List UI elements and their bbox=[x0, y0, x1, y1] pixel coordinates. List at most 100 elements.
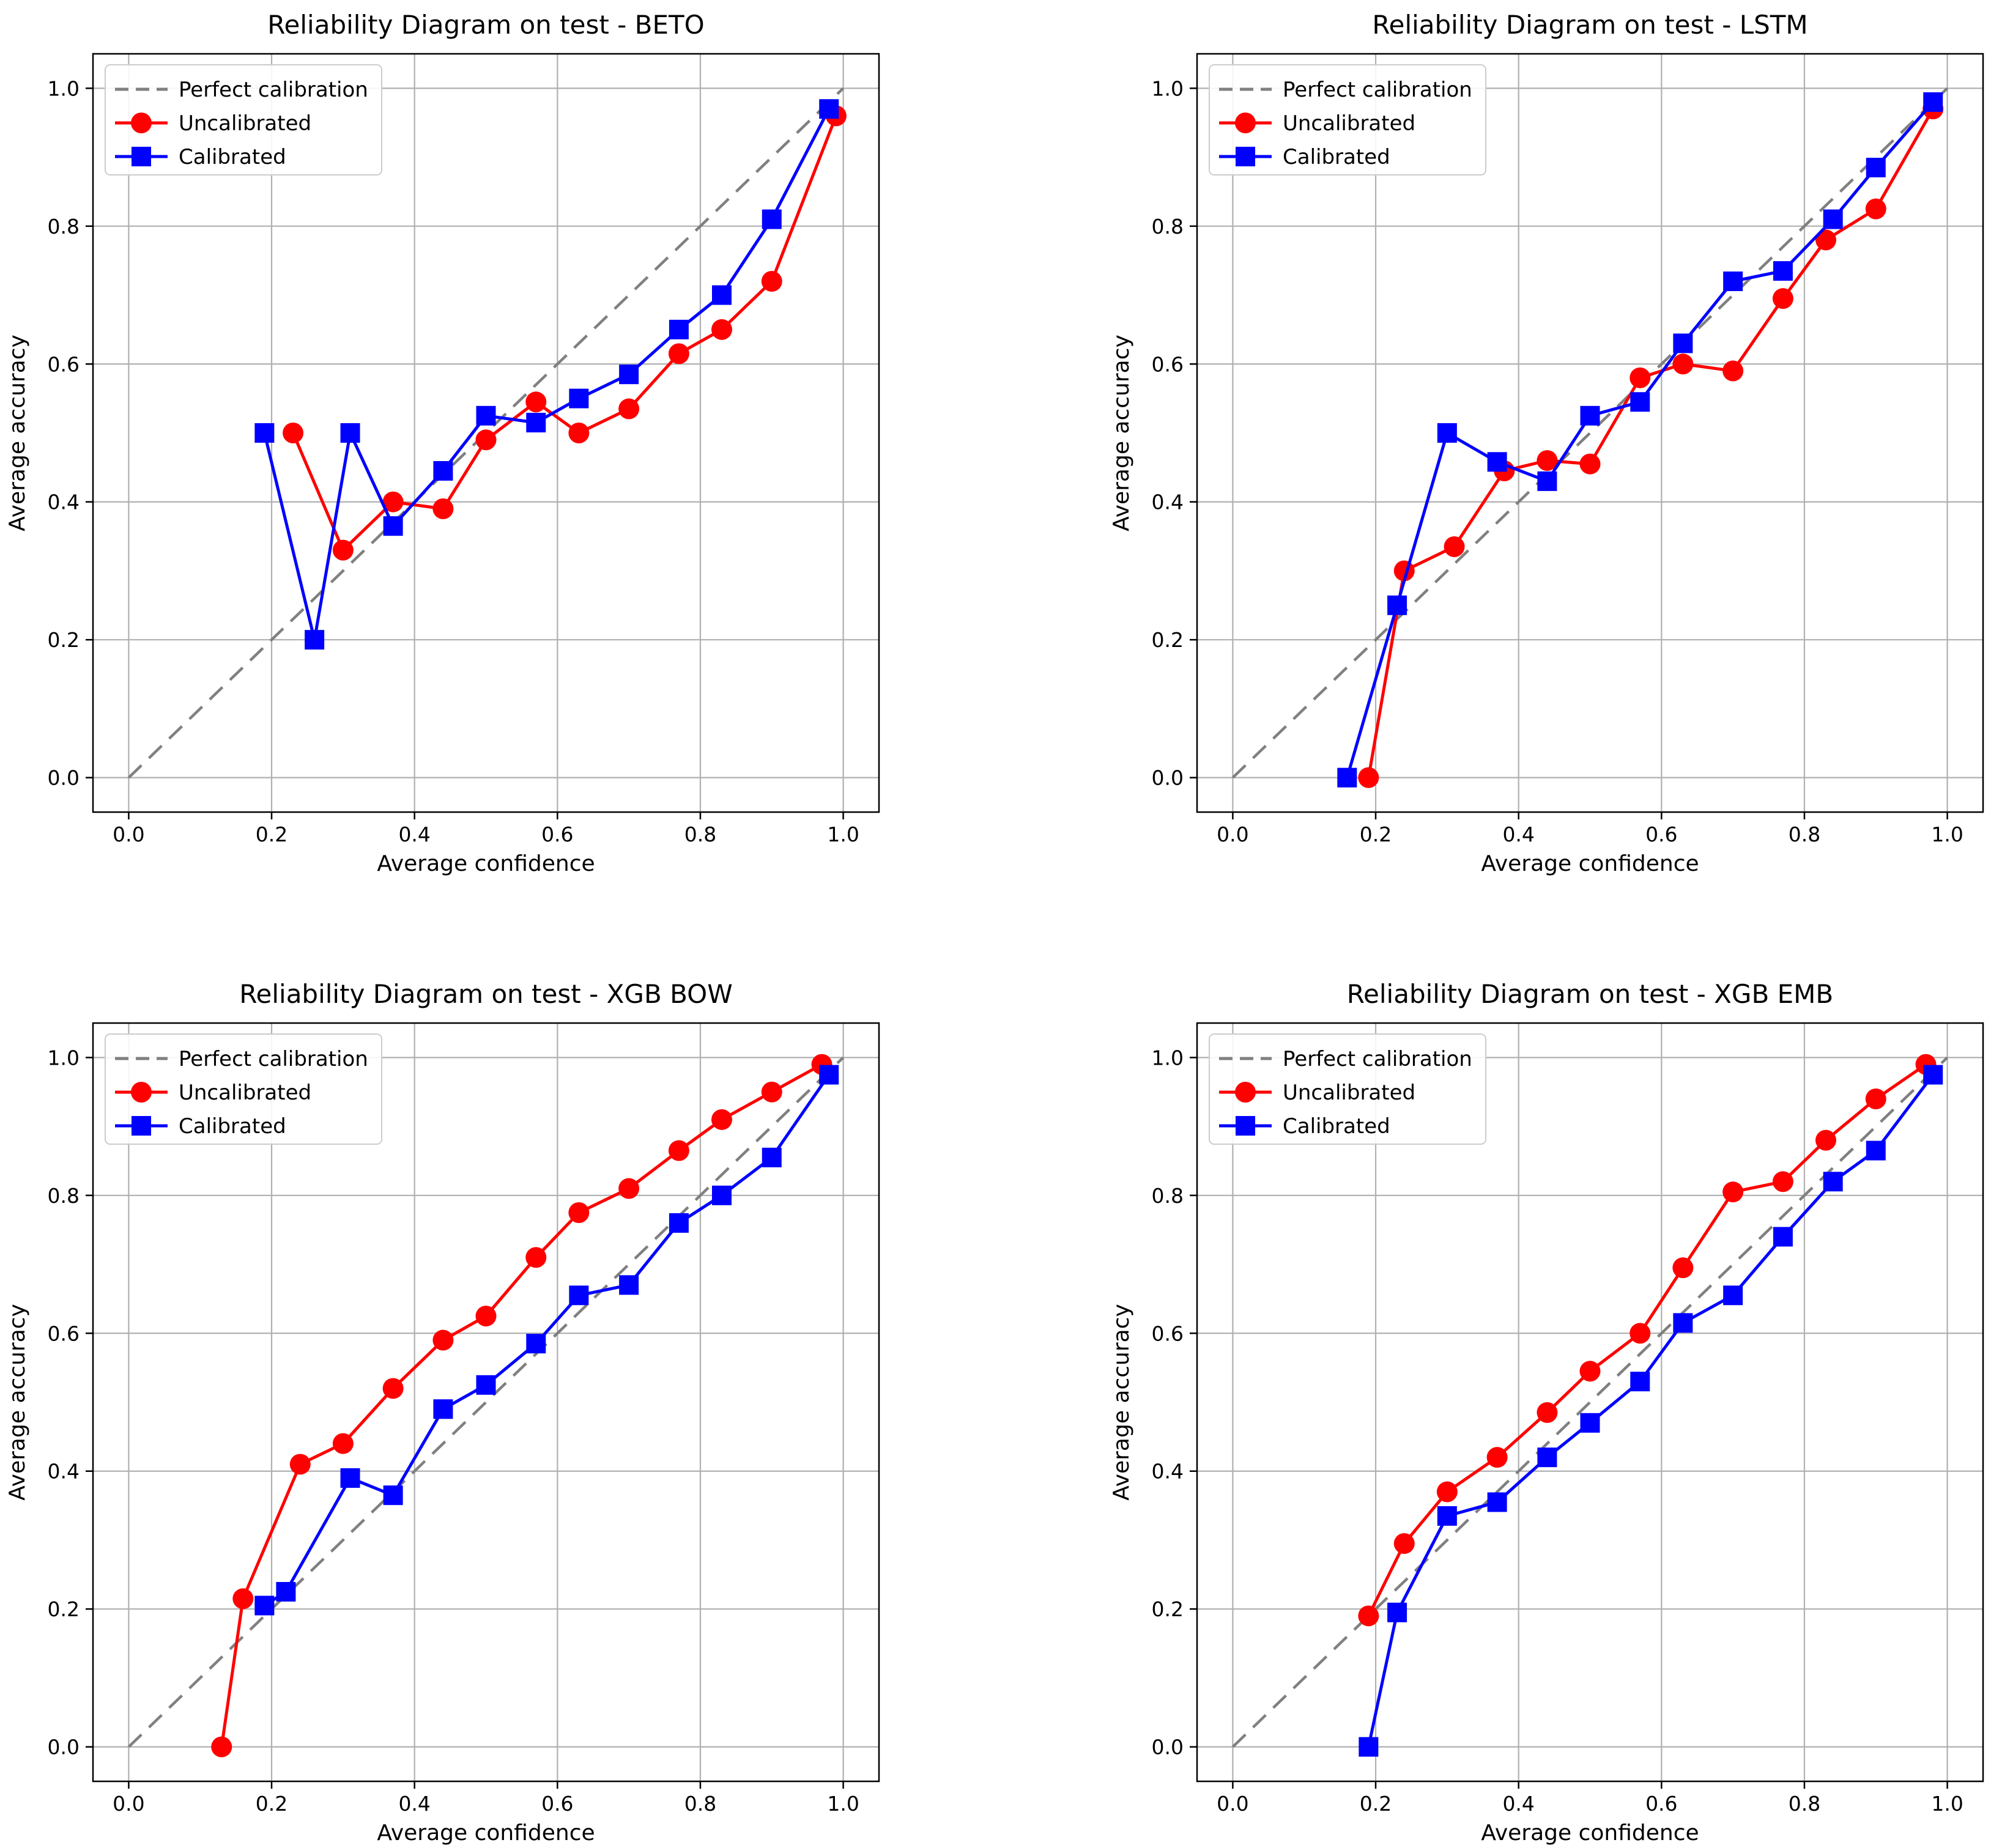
x-tick-label: 0.2 bbox=[1360, 822, 1392, 846]
data-point-uncalibrated bbox=[1672, 353, 1694, 375]
data-point-calibrated bbox=[1923, 1065, 1943, 1085]
legend-sample-marker bbox=[1236, 1116, 1255, 1136]
data-point-calibrated bbox=[712, 1185, 732, 1205]
data-point-calibrated bbox=[305, 630, 325, 650]
y-tick-label: 0.0 bbox=[1152, 766, 1184, 790]
data-point-calibrated bbox=[433, 1399, 453, 1419]
data-point-uncalibrated bbox=[283, 423, 304, 443]
data-point-uncalibrated bbox=[1486, 1447, 1508, 1468]
data-point-uncalibrated bbox=[382, 1378, 404, 1399]
perfect-calibration-line bbox=[1231, 87, 1949, 779]
data-point-calibrated bbox=[1487, 452, 1507, 472]
data-point-uncalibrated bbox=[232, 1588, 254, 1610]
legend-sample-marker bbox=[1235, 1082, 1256, 1103]
data-point-calibrated bbox=[254, 423, 275, 443]
y-tick-label: 1.0 bbox=[1152, 76, 1184, 100]
data-point-calibrated bbox=[1673, 1313, 1693, 1333]
y-tick-label: 0.2 bbox=[48, 1597, 80, 1621]
data-point-calibrated bbox=[1537, 1447, 1557, 1468]
legend-label: Calibrated bbox=[179, 145, 286, 169]
data-point-calibrated bbox=[569, 388, 589, 408]
data-point-calibrated bbox=[1580, 405, 1600, 426]
data-point-calibrated bbox=[1337, 767, 1357, 788]
data-point-uncalibrated bbox=[1722, 360, 1744, 382]
x-tick-label: 1.0 bbox=[827, 1792, 859, 1816]
axes-spines bbox=[92, 1022, 880, 1783]
data-point-calibrated bbox=[712, 285, 732, 305]
x-tick-label: 0.6 bbox=[541, 822, 573, 846]
y-tick-label: 0.8 bbox=[1152, 215, 1184, 238]
data-point-calibrated bbox=[1630, 1372, 1650, 1392]
x-tick-label: 0.0 bbox=[1217, 822, 1248, 846]
y-tick-label: 0.8 bbox=[48, 215, 80, 238]
data-point-calibrated bbox=[254, 1595, 275, 1616]
x-tick-label: 0.0 bbox=[113, 1792, 144, 1816]
data-point-uncalibrated bbox=[1630, 1323, 1651, 1344]
chart-lstm: 0.0 0.2 0.4 0.6 0.8 1.0 0.0 0.2 0.4 0.6 0.8 1.0 Aver… bbox=[1109, 10, 1984, 876]
legend-label: Uncalibrated bbox=[179, 1081, 311, 1105]
legend-box bbox=[1209, 64, 1486, 176]
data-point-uncalibrated bbox=[1865, 1088, 1886, 1109]
data-point-uncalibrated bbox=[382, 491, 404, 512]
y-tick-label: 0.6 bbox=[1152, 1321, 1184, 1345]
data-point-uncalibrated bbox=[568, 423, 590, 443]
data-point-calibrated bbox=[1923, 92, 1943, 112]
data-point-uncalibrated bbox=[1436, 1481, 1458, 1502]
data-point-calibrated bbox=[340, 423, 360, 443]
y-tick-label: 0.8 bbox=[1152, 1184, 1184, 1208]
data-point-calibrated bbox=[819, 99, 839, 119]
data-point-uncalibrated bbox=[618, 398, 640, 419]
data-point-uncalibrated bbox=[1815, 229, 1836, 251]
legend-label: Calibrated bbox=[1283, 145, 1390, 169]
data-point-calibrated bbox=[276, 1582, 296, 1602]
data-point-uncalibrated bbox=[1537, 1402, 1558, 1423]
data-point-uncalibrated bbox=[1630, 367, 1651, 388]
x-axis-label: Average confidence bbox=[377, 1820, 595, 1846]
y-tick-label: 0.0 bbox=[48, 766, 80, 790]
legend-label: Uncalibrated bbox=[179, 111, 311, 136]
data-point-calibrated bbox=[1673, 333, 1693, 353]
data-point-uncalibrated bbox=[432, 1329, 454, 1351]
chart-title: Reliability Diagram on test - XGB EMB bbox=[1347, 979, 1833, 1009]
legend-sample-marker bbox=[131, 113, 152, 133]
legend-box bbox=[105, 64, 382, 176]
x-axis-label: Average confidence bbox=[1481, 851, 1699, 876]
data-point-uncalibrated bbox=[711, 1109, 732, 1130]
data-point-calibrated bbox=[1866, 158, 1886, 177]
data-point-calibrated bbox=[1630, 392, 1650, 412]
data-point-uncalibrated bbox=[1579, 453, 1601, 475]
y-tick-label: 1.0 bbox=[1152, 1046, 1184, 1070]
data-point-calibrated bbox=[762, 209, 782, 229]
legend-label: Perfect calibration bbox=[1283, 78, 1472, 102]
data-point-calibrated bbox=[1537, 471, 1557, 491]
data-point-calibrated bbox=[526, 1334, 546, 1354]
x-tick-label: 0.4 bbox=[398, 1792, 430, 1816]
x-tick-label: 0.6 bbox=[1645, 1792, 1677, 1816]
data-point-uncalibrated bbox=[1722, 1181, 1744, 1203]
y-tick-label: 0.2 bbox=[1152, 628, 1184, 652]
y-tick-label: 0.6 bbox=[48, 352, 80, 376]
chart-xgb-emb: 0.0 0.2 0.4 0.6 0.8 1.0 0.0 0.2 0.4 0.6 0.8 1.0 Aver… bbox=[1109, 979, 1984, 1846]
x-tick-label: 0.2 bbox=[256, 1792, 287, 1816]
data-point-calibrated bbox=[433, 461, 453, 481]
data-point-calibrated bbox=[1387, 595, 1407, 615]
y-tick-label: 0.6 bbox=[48, 1321, 80, 1345]
x-tick-label: 1.0 bbox=[1931, 1792, 1963, 1816]
data-point-uncalibrated bbox=[618, 1178, 640, 1199]
perfect-calibration-line bbox=[127, 87, 845, 779]
data-point-uncalibrated bbox=[1772, 288, 1793, 309]
data-point-calibrated bbox=[476, 405, 496, 426]
data-point-uncalibrated bbox=[432, 498, 454, 519]
y-tick-label: 0.0 bbox=[48, 1735, 80, 1759]
data-point-uncalibrated bbox=[475, 429, 497, 451]
series-line-calibrated bbox=[1366, 1073, 1935, 1749]
data-point-uncalibrated bbox=[1444, 536, 1465, 557]
data-point-calibrated bbox=[619, 364, 639, 385]
chart-beto: 0.0 0.2 0.4 0.6 0.8 1.0 0.0 0.2 0.4 0.6 0.8 1.0 Aver… bbox=[5, 10, 880, 876]
legend-sample-marker bbox=[131, 1082, 152, 1103]
data-point-uncalibrated bbox=[289, 1454, 311, 1475]
data-point-calibrated bbox=[1580, 1413, 1600, 1433]
x-tick-label: 0.4 bbox=[1502, 1792, 1534, 1816]
legend-sample-marker bbox=[1235, 113, 1256, 133]
x-tick-label: 1.0 bbox=[827, 822, 859, 846]
